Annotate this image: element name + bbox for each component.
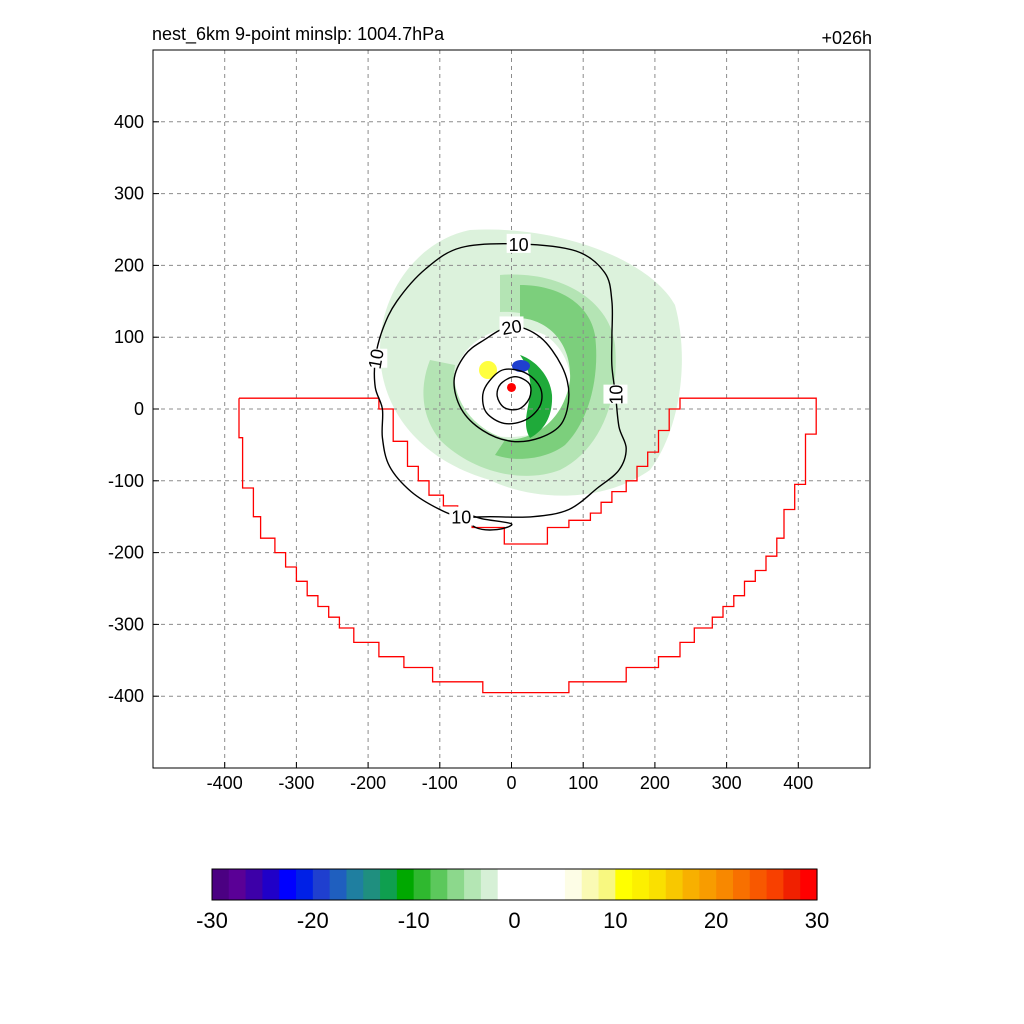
contour-label-bg <box>603 384 628 404</box>
contour-label: 10 <box>451 508 471 528</box>
colorbar-swatch <box>296 869 314 900</box>
y-tick-label: 0 <box>134 399 144 419</box>
contour-line-20 <box>453 325 570 443</box>
x-tick-label: 200 <box>640 773 670 793</box>
x-tick-label: -400 <box>207 773 243 793</box>
chart-title: nest_6km 9-point minslp: 1004.7hPa <box>152 24 445 45</box>
contour-line-30 <box>481 368 543 425</box>
colorbar-swatch <box>212 869 230 900</box>
colorbar-swatch <box>783 869 801 900</box>
colorbar-swatch <box>581 869 600 900</box>
colorbar-swatch <box>514 869 532 900</box>
colorbar-swatch <box>413 869 432 900</box>
x-tick-label: 400 <box>783 773 813 793</box>
colorbar-swatch <box>682 869 700 900</box>
colorbar-swatch <box>699 869 717 900</box>
colorbar-swatch <box>632 869 650 900</box>
colorbar-swatch <box>464 869 482 900</box>
colorbar-tick-label: 10 <box>603 908 627 933</box>
colorbar-frame <box>211 868 818 901</box>
contour-label-bg <box>506 233 531 253</box>
colorbar-tick-label: 0 <box>508 908 520 933</box>
colorbar-tick-label: 30 <box>805 908 829 933</box>
forecast-hour-label: +026h <box>821 28 872 48</box>
contour-line-10 <box>460 512 513 531</box>
colorbar-swatch <box>245 869 264 900</box>
y-tick-label: -400 <box>108 686 144 706</box>
colorbar-swatch <box>615 869 633 900</box>
colorbar-swatch <box>430 869 448 900</box>
colorbar-swatch <box>480 869 499 900</box>
x-tick-label: -200 <box>350 773 386 793</box>
colorbar-ticks: -30 -20 -10 0 10 20 30 <box>196 908 829 933</box>
colorbar-swatch <box>732 869 751 900</box>
colorbar-swatch <box>228 869 247 900</box>
domain-boundary <box>238 397 817 694</box>
colorbar-tick-label: -30 <box>196 908 228 933</box>
grid <box>153 50 870 768</box>
contour-label: 20 <box>500 316 523 339</box>
colorbar-swatch <box>312 869 331 900</box>
colorbar-swatch <box>598 869 616 900</box>
storm-center-marker <box>507 382 516 392</box>
colorbar-swatch <box>279 869 297 900</box>
colorbar-swatch <box>447 869 465 900</box>
storm-center <box>507 382 516 392</box>
colorbar-swatch <box>800 869 818 900</box>
colorbar-swatch <box>396 869 415 900</box>
domain-boundary-line <box>238 397 817 694</box>
contour-label-bg <box>499 316 524 336</box>
colorbar-tick-label: -10 <box>398 908 430 933</box>
field-shading-yellow <box>479 361 497 379</box>
y-tick-label: -300 <box>108 614 144 634</box>
plot-fields <box>380 229 682 496</box>
colorbar-swatch <box>648 869 667 900</box>
contour-label: 10 <box>606 385 626 405</box>
contour-label: 10 <box>365 347 388 370</box>
field-shading-inner <box>495 285 597 459</box>
colorbar-swatch <box>497 869 516 900</box>
colorbar-swatch <box>346 869 364 900</box>
colorbar-swatch <box>262 869 280 900</box>
y-tick-label: 300 <box>114 184 144 204</box>
x-tick-label: 100 <box>568 773 598 793</box>
x-tick-label: 300 <box>712 773 742 793</box>
colorbar <box>211 868 818 901</box>
y-tick-label: -200 <box>108 543 144 563</box>
colorbar-swatch <box>380 869 398 900</box>
colorbar-swatch <box>531 869 549 900</box>
x-tick-label: 0 <box>506 773 516 793</box>
colorbar-tick-label: -20 <box>297 908 329 933</box>
contour-label-bg <box>449 506 474 526</box>
colorbar-swatch <box>548 869 566 900</box>
contour-label: 10 <box>509 235 529 255</box>
colorbar-swatch <box>564 869 583 900</box>
colorbar-swatch <box>329 869 348 900</box>
x-tick-label: -100 <box>422 773 458 793</box>
field-shading-core <box>520 355 553 438</box>
colorbar-swatch <box>363 869 381 900</box>
colorbar-swatch <box>749 869 768 900</box>
y-tick-label: 200 <box>114 255 144 275</box>
contour-label-bg <box>363 348 388 368</box>
colorbar-swatch <box>665 869 684 900</box>
field-shading-blue <box>512 360 530 372</box>
x-tick-label: -300 <box>278 773 314 793</box>
contour-line-40 <box>496 375 532 411</box>
contours: 10 10 10 10 20 <box>363 233 628 531</box>
y-tick-label: 400 <box>114 112 144 132</box>
colorbar-swatch <box>716 869 734 900</box>
y-tick-label: 100 <box>114 327 144 347</box>
x-axis-ticks: -400 -300 -200 -100 0 100 200 300 400 <box>207 762 813 793</box>
y-tick-label: -100 <box>108 471 144 491</box>
colorbar-tick-label: 20 <box>704 908 728 933</box>
y-axis-ticks: 400 300 200 100 0 -100 -200 -300 -400 <box>108 112 159 706</box>
colorbar-swatch <box>766 869 784 900</box>
